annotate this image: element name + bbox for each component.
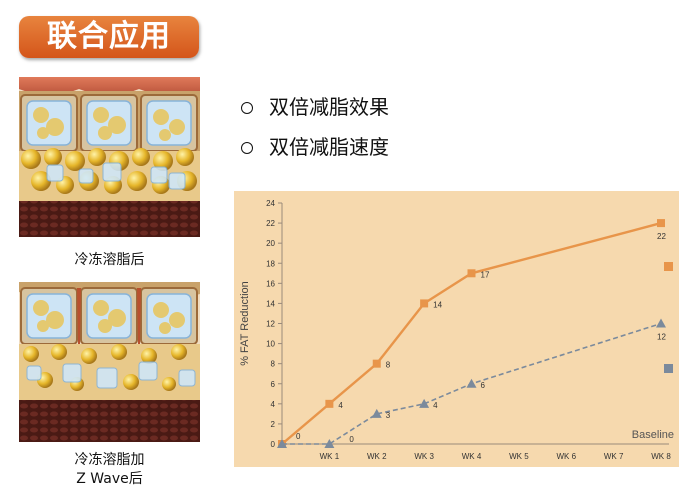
data-point-marker <box>656 318 666 328</box>
y-tick-label: 0 <box>271 440 276 449</box>
y-tick-label: 20 <box>266 239 275 248</box>
data-point-marker <box>277 439 287 448</box>
top-image-caption: 冷冻溶脂后 <box>74 252 145 268</box>
bullet-text: 双倍减脂速度 <box>269 135 389 159</box>
data-point-marker <box>371 408 382 418</box>
legend-marker <box>664 364 673 373</box>
data-label: 4 <box>338 401 343 410</box>
x-tick-label: WK 5 <box>509 452 529 461</box>
y-tick-label: 24 <box>266 199 275 208</box>
bottom-caption-line2: Z Wave后 <box>76 471 143 487</box>
data-label: 3 <box>386 411 391 420</box>
legend-marker <box>664 262 673 271</box>
y-tick-label: 16 <box>266 279 275 288</box>
y-tick-label: 12 <box>266 320 275 329</box>
bullet-text: 双倍减脂效果 <box>269 95 389 119</box>
y-axis-label: % FAT Reduction <box>239 281 251 366</box>
y-tick-label: 4 <box>271 400 276 409</box>
data-label: 14 <box>433 300 442 309</box>
data-label: 0 <box>349 435 354 444</box>
data-point-marker <box>420 299 429 308</box>
data-label: 0 <box>296 432 301 441</box>
data-point-marker <box>372 359 381 368</box>
x-tick-label: WK 4 <box>462 452 482 461</box>
data-label: 4 <box>433 401 438 410</box>
bullet-circle-icon <box>241 142 253 154</box>
data-point-marker <box>325 399 334 408</box>
data-label: 6 <box>481 381 486 390</box>
bottom-caption-line1: 冷冻溶脂加 <box>74 452 145 468</box>
y-tick-label: 6 <box>271 380 276 389</box>
fat-cells-illustration-after-cryo <box>19 77 200 237</box>
y-tick-label: 18 <box>266 259 275 268</box>
data-label: 8 <box>386 361 391 370</box>
series-line <box>281 221 662 445</box>
x-tick-label: WK 8 <box>651 452 671 461</box>
y-tick-label: 10 <box>266 340 275 349</box>
data-point-marker <box>419 398 430 408</box>
data-point-marker <box>657 219 665 228</box>
baseline-label: Baseline <box>632 429 674 441</box>
y-tick-label: 22 <box>266 219 275 228</box>
series-line <box>282 322 662 445</box>
x-tick-label: WK 7 <box>604 452 624 461</box>
bottom-image-caption: 冷冻溶脂加 Z Wave后 <box>19 451 200 489</box>
data-label: 12 <box>657 333 666 342</box>
chart-background <box>234 191 679 467</box>
data-point-marker <box>324 439 335 448</box>
y-tick-label: 8 <box>271 360 276 369</box>
bullet-circle-icon <box>241 102 253 114</box>
x-tick-label: WK 3 <box>414 452 434 461</box>
y-tick-label: 2 <box>271 420 276 429</box>
data-point-marker <box>467 269 476 278</box>
fat-reduction-chart: 0 2 4 6 8 10 12 14 16 18 20 22 24 WK 1 WK 2 WK 3 WK 4 WK … <box>234 191 679 467</box>
fat-cells-illustration-after-cryo-zwave <box>19 282 200 442</box>
x-tick-label: WK 1 <box>320 452 340 461</box>
data-point-marker <box>466 378 477 388</box>
data-label: 22 <box>657 232 666 241</box>
data-label: 17 <box>481 270 490 279</box>
x-tick-label: WK 2 <box>367 452 387 461</box>
x-tick-label: WK 6 <box>556 452 576 461</box>
y-tick-label: 14 <box>266 299 275 308</box>
page-title: 联合应用 <box>19 16 199 58</box>
